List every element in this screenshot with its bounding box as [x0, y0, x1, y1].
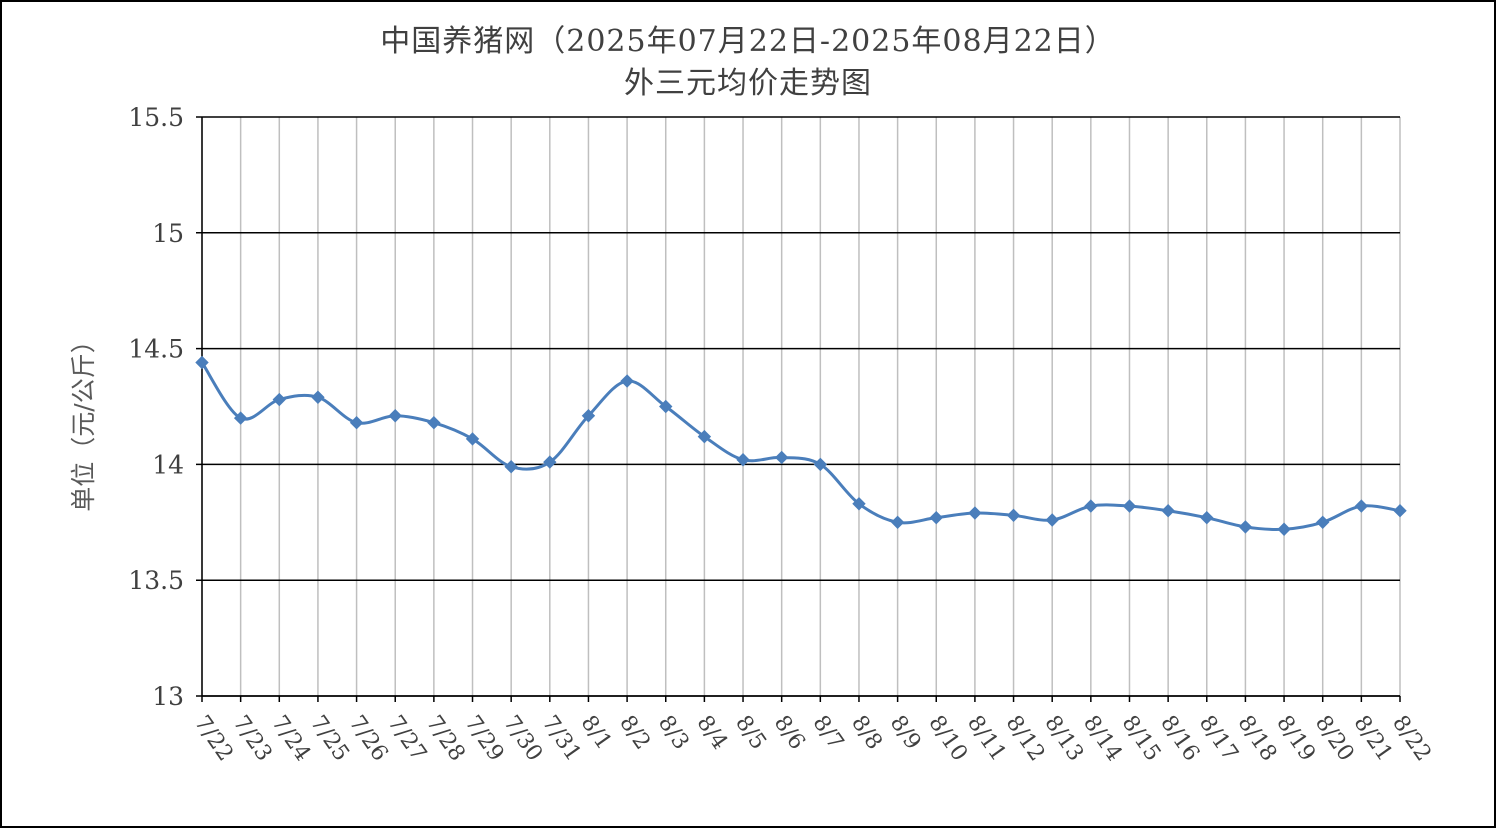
y-tick-label: 14.5	[128, 335, 184, 364]
data-point-marker	[1161, 504, 1175, 518]
data-point-marker	[427, 416, 441, 430]
x-tick-label: 8/19	[1271, 711, 1320, 766]
data-point-marker	[1045, 513, 1059, 527]
x-tick-label: 8/8	[846, 711, 887, 754]
chart-subtitle: 外三元均价走势图	[624, 66, 872, 101]
data-point-marker	[1006, 508, 1021, 523]
data-point-marker	[504, 460, 518, 474]
data-point-marker	[968, 506, 982, 520]
data-point-marker	[736, 453, 750, 467]
data-point-marker	[1084, 499, 1098, 513]
y-tick-label: 15	[152, 219, 184, 248]
x-tick-label: 8/12	[1001, 711, 1050, 766]
x-tick-label: 7/23	[228, 711, 277, 766]
data-point-marker	[659, 399, 673, 414]
data-point-marker	[890, 515, 905, 530]
x-tick-label: 8/20	[1310, 711, 1359, 766]
x-tick-label: 8/9	[885, 711, 926, 754]
x-tick-label: 7/25	[305, 711, 354, 766]
x-tick-label: 8/21	[1348, 711, 1397, 766]
y-tick-label: 15.5	[128, 103, 184, 132]
data-point-marker	[1393, 504, 1407, 518]
data-point-marker	[349, 416, 364, 430]
x-tick-label: 8/13	[1039, 711, 1088, 766]
data-point-marker	[620, 374, 634, 388]
x-tick-label: 8/14	[1078, 711, 1127, 766]
data-point-marker	[311, 390, 325, 404]
data-point-marker	[929, 510, 943, 525]
data-point-marker	[813, 457, 828, 472]
y-axis-label: 单位（元/公斤）	[69, 328, 98, 511]
data-point-marker	[1354, 499, 1369, 513]
x-tick-label: 7/22	[189, 711, 238, 766]
x-tick-label: 8/22	[1387, 711, 1436, 766]
x-tick-label: 8/6	[769, 711, 810, 754]
x-tick-label: 8/10	[923, 711, 972, 766]
data-point-marker	[388, 409, 402, 423]
x-tick-label: 8/4	[691, 711, 732, 754]
data-point-marker	[581, 409, 596, 423]
x-tick-label: 8/7	[807, 711, 848, 754]
x-tick-label: 7/30	[498, 711, 547, 766]
data-point-marker	[233, 411, 248, 425]
x-tick-label: 7/28	[421, 711, 470, 766]
x-tick-label: 7/24	[266, 711, 315, 766]
x-tick-label: 8/16	[1155, 711, 1204, 766]
data-point-marker	[1316, 515, 1330, 530]
x-tick-label: 8/15	[1117, 711, 1166, 766]
data-point-marker	[272, 392, 286, 407]
data-point-marker	[465, 432, 480, 446]
data-point-marker	[543, 455, 557, 469]
data-point-marker	[195, 355, 209, 370]
series-line	[200, 361, 1401, 531]
x-tick-label: 7/31	[537, 711, 586, 766]
data-point-marker	[697, 429, 712, 444]
data-point-marker	[852, 497, 866, 511]
data-point-marker	[1200, 510, 1214, 525]
data-point-marker	[774, 450, 789, 465]
data-point-marker	[1277, 522, 1291, 536]
chart-title: 中国养猪网（2025年07月22日-2025年08月22日）	[380, 24, 1116, 59]
y-tick-label: 13	[152, 682, 184, 711]
x-tick-label: 8/11	[962, 711, 1011, 766]
x-tick-label: 8/18	[1233, 711, 1282, 766]
data-point-marker	[1122, 499, 1137, 513]
x-tick-label: 7/29	[460, 711, 509, 766]
x-tick-label: 8/3	[653, 711, 694, 754]
x-tick-label: 7/27	[382, 711, 431, 766]
y-tick-label: 13.5	[128, 566, 184, 595]
x-tick-label: 8/2	[614, 711, 655, 754]
y-tick-label: 14	[152, 450, 184, 479]
x-tick-label: 8/5	[730, 711, 771, 754]
x-tick-label: 8/17	[1194, 711, 1243, 766]
x-tick-label: 7/26	[344, 711, 393, 766]
data-point-marker	[1238, 520, 1253, 534]
